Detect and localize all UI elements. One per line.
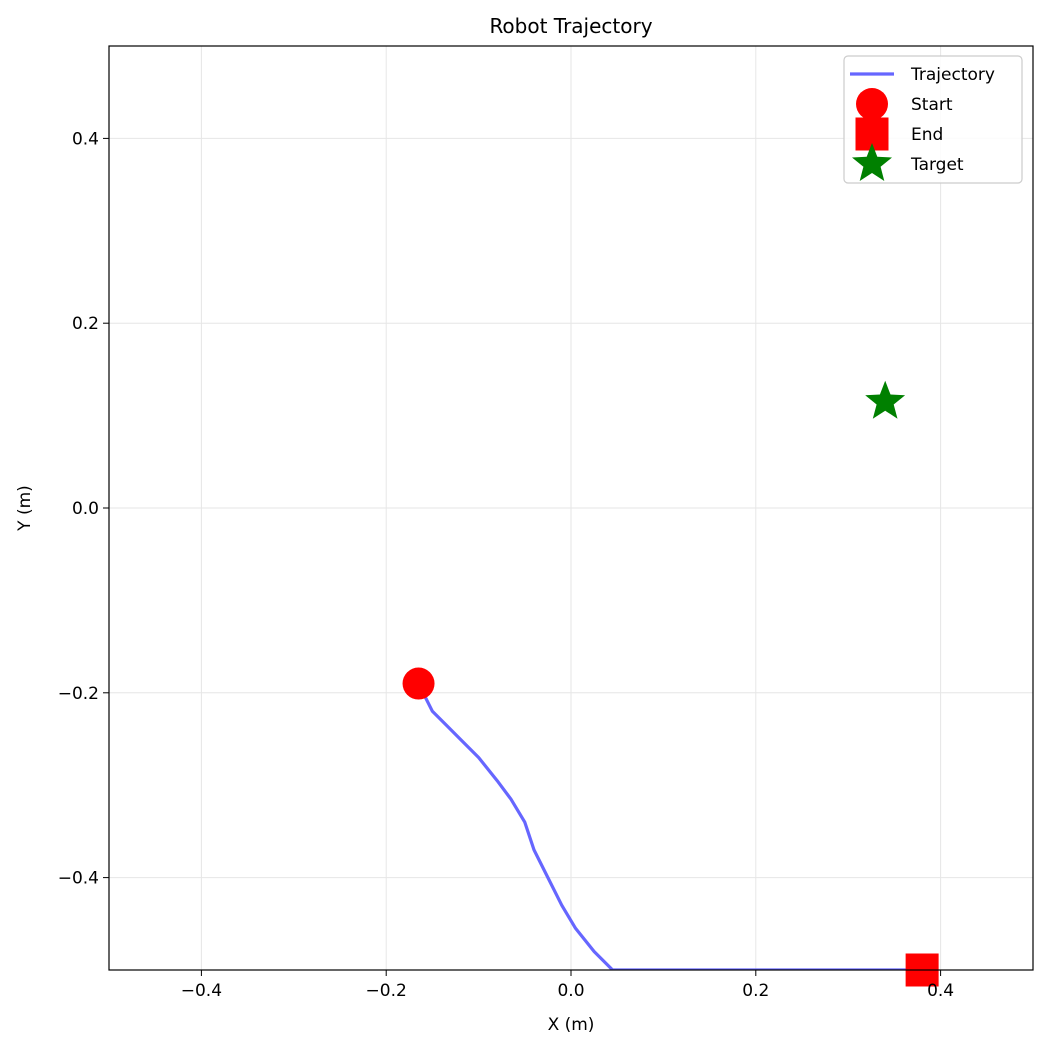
x-tick-label: 0.2 xyxy=(742,981,769,1001)
x-tick-label: −0.2 xyxy=(366,981,407,1001)
legend-label-target: Target xyxy=(910,155,964,175)
y-tick-label: −0.4 xyxy=(58,869,99,889)
legend-target-swatch xyxy=(852,143,892,181)
start-marker xyxy=(402,667,435,700)
legend: Trajectory Start End Target xyxy=(843,55,1023,184)
chart-title: Robot Trajectory xyxy=(489,14,652,38)
y-axis-label: Y (m) xyxy=(15,485,35,532)
plot-markers xyxy=(402,380,939,987)
x-tick-label: 0.4 xyxy=(927,981,954,1001)
y-tick-label: −0.2 xyxy=(58,684,99,704)
x-tick-label: −0.4 xyxy=(181,981,222,1001)
target-marker xyxy=(865,380,906,419)
legend-box xyxy=(843,55,1023,184)
legend-label-end: End xyxy=(911,125,943,145)
trajectory-line xyxy=(416,682,924,970)
grid xyxy=(109,46,1033,970)
x-tick-label: 0.0 xyxy=(557,981,584,1001)
x-axis-label: X (m) xyxy=(548,1015,595,1035)
legend-label-start: Start xyxy=(911,95,953,115)
legend-label-trajectory: Trajectory xyxy=(910,65,995,85)
y-tick-label: 0.2 xyxy=(72,314,99,334)
ticks: −0.4 −0.2 0.0 0.2 0.4 −0.4 −0.2 0.0 0.2 0.4 xyxy=(58,129,954,1001)
y-tick-label: 0.4 xyxy=(72,129,99,149)
plot-series xyxy=(416,682,924,970)
legend-start-swatch xyxy=(856,88,888,120)
y-tick-label: 0.0 xyxy=(72,499,99,519)
